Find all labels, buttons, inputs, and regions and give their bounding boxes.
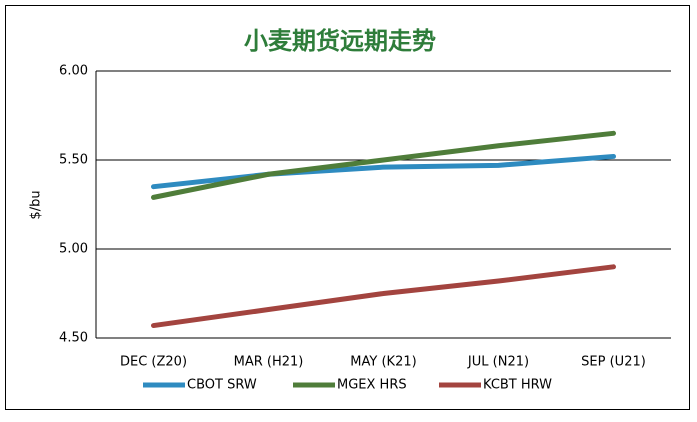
legend-label: KCBT HRW: [483, 378, 552, 393]
y-tick-label: 6.00: [59, 64, 88, 79]
x-tick-label: JUL (N21): [467, 355, 529, 370]
series-line: [151, 153, 616, 190]
chart-frame: [5, 5, 690, 410]
x-tick-label: SEP (U21): [581, 355, 646, 370]
chart-title: 小麦期货远期走势: [244, 27, 436, 55]
x-tick-label: MAR (H21): [234, 355, 304, 370]
x-tick-label: DEC (Z20): [120, 355, 187, 370]
y-tick-label: 5.00: [59, 242, 88, 257]
x-tick-label: MAY (K21): [350, 355, 416, 370]
y-tick-label: 5.50: [59, 153, 88, 168]
legend-label: CBOT SRW: [187, 378, 257, 393]
series-line: [151, 130, 616, 200]
y-axis-label: $/bu: [29, 190, 44, 219]
series-line: [151, 264, 616, 329]
y-tick-label: 4.50: [59, 331, 88, 346]
legend-label: MGEX HRS: [337, 378, 407, 393]
